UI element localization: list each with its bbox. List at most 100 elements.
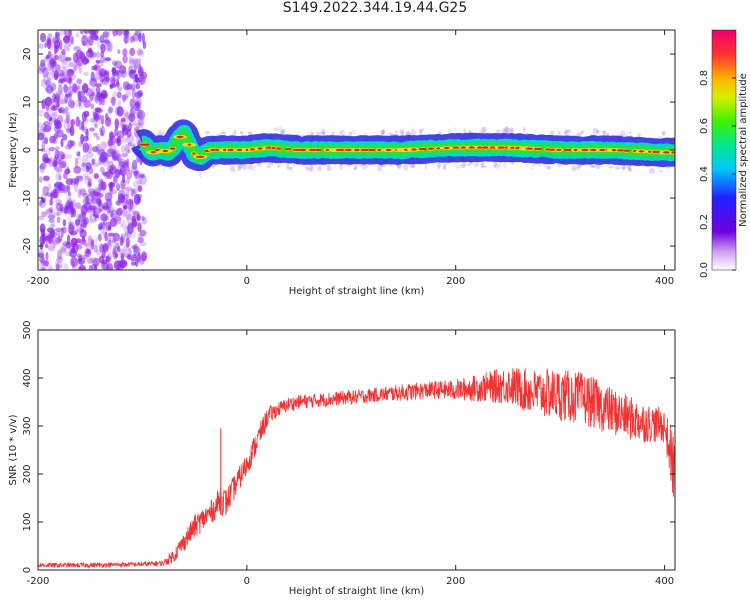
noise-speck [65,199,71,211]
noise-speck [75,175,83,180]
noise-speck [38,43,44,49]
noise-speck [62,263,69,270]
noise-speck [63,73,72,83]
heatmap-ytick-label: -20 [22,238,33,254]
halo-speck [382,129,385,135]
noise-speck [130,83,135,91]
noise-speck [57,54,63,62]
noise-speck [132,58,138,66]
noise-speck [117,260,125,268]
halo-speck [596,129,599,133]
heatmap-xtick-label: -200 [27,276,50,287]
noise-speck [117,246,121,253]
halo-speck [229,165,236,172]
noise-speck [83,172,89,177]
halo-speck [331,131,335,134]
snr-series-line [38,367,675,570]
halo-speck [595,129,601,135]
noise-speck [66,194,72,201]
noise-speck [126,133,135,145]
halo-speck [309,164,314,172]
noise-speck [85,195,89,205]
ridge-core-red [325,148,329,152]
noise-speck [58,188,65,194]
noise-speck [118,69,125,78]
noise-speck [99,93,107,98]
noise-speck [119,236,124,247]
noise-speck [131,245,137,250]
noise-speck [113,245,117,255]
noise-speck [50,105,59,111]
ridge-core-red [616,149,624,152]
colorbar-tick-label: 0.0 [699,262,710,278]
noise-speck [59,30,67,36]
noise-speck [76,213,81,219]
halo-speck [338,129,344,134]
noise-speck [122,206,127,218]
halo-speck [495,163,501,169]
noise-speck [53,132,59,139]
noise-speck [138,254,146,261]
halo-speck [279,131,286,135]
halo-speck [462,161,467,168]
noise-speck [140,173,144,179]
noise-speck [128,56,133,64]
heatmap-cells [38,30,675,270]
noise-speck [134,165,138,177]
halo-speck [162,130,165,137]
noise-speck [100,114,105,126]
noise-speck [89,117,96,123]
noise-speck [41,211,47,218]
noise-speck [61,62,69,70]
noise-speck [66,234,71,246]
noise-speck [83,202,92,211]
noise-speck [94,95,99,104]
noise-speck [93,188,101,194]
noise-speck [63,84,68,94]
noise-speck [88,182,92,188]
noise-speck [83,242,91,247]
noise-speck [137,109,146,120]
ridge-core-red [533,147,543,151]
noise-speck [51,112,57,121]
noise-speck [96,51,100,59]
noise-speck [79,30,84,35]
noise-speck [128,59,137,69]
noise-speck [63,120,70,131]
noise-speck [137,90,144,97]
noise-speck [87,47,93,54]
noise-speck [97,233,102,242]
noise-speck [67,99,76,109]
halo-speck [608,166,614,169]
noise-speck [91,239,95,247]
noise-speck [105,198,112,209]
noise-speck [108,30,112,34]
ridge-core-red [611,148,616,152]
ridge-core-red [525,147,533,150]
noise-speck [130,188,136,197]
noise-speck [121,199,129,209]
noise-speck [127,142,132,147]
halo-speck [563,131,567,135]
noise-speck [120,117,126,123]
noise-speck [59,51,67,63]
halo-speck [424,163,428,170]
noise-speck [81,211,86,218]
noise-speck [105,198,113,209]
noise-speck [134,30,139,36]
noise-speck [102,209,107,213]
noise-speck [79,95,88,103]
noise-speck [54,64,61,71]
noise-speck [105,141,112,147]
noise-speck [133,79,138,90]
noise-speck [89,78,98,87]
noise-speck [78,141,84,147]
noise-speck [94,264,98,270]
noise-speck [43,260,49,267]
noise-speck [104,231,108,242]
noise-speck [98,68,107,77]
noise-speck [60,138,64,148]
noise-speck [54,146,60,151]
noise-speck [127,148,131,154]
noise-speck [126,213,134,224]
